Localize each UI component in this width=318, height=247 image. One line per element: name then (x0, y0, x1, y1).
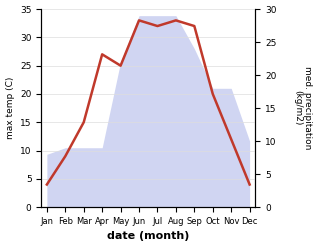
X-axis label: date (month): date (month) (107, 231, 190, 242)
Y-axis label: med. precipitation
(kg/m2): med. precipitation (kg/m2) (293, 66, 313, 150)
Y-axis label: max temp (C): max temp (C) (5, 77, 15, 139)
